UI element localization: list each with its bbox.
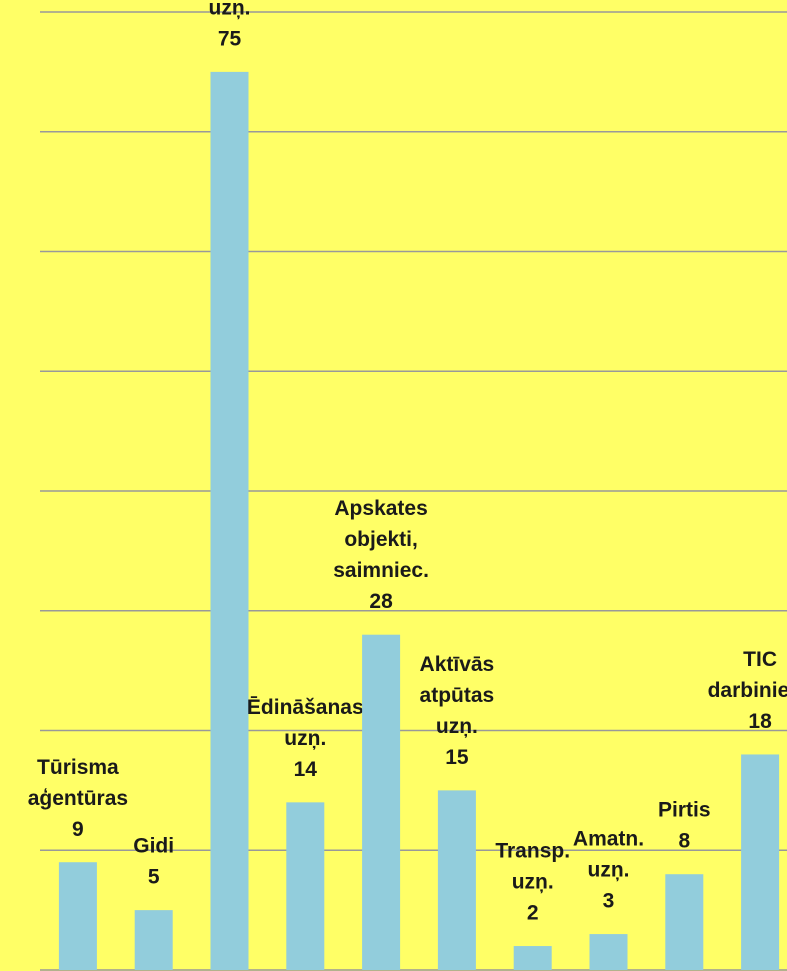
bar [741,754,780,970]
category-label: darbinieks [708,679,787,702]
category-label: uzņ. [588,859,630,882]
category-label: Aktīvās [420,653,495,676]
category-label: Gidi [133,835,174,858]
category-label: TIC [743,648,777,671]
bar [134,910,173,970]
value-label: 75 [218,27,242,50]
category-label: Pirtis [658,799,711,822]
bar [665,874,704,970]
category-label: aģentūras [28,787,128,810]
bar [513,946,552,970]
category-label: uzņ. [209,0,251,19]
category-label: Transp. [495,840,570,863]
category-label: Amatn. [573,828,644,851]
bar [362,634,401,970]
category-label: uzņ. [512,871,554,894]
value-label: 8 [678,830,690,853]
value-label: 3 [603,890,615,913]
bar [589,934,628,970]
category-label: uzņ. [436,715,478,738]
category-label: Tūrisma [37,756,119,779]
category-label: Ēdināšanas [247,696,364,719]
value-label: 18 [748,710,772,733]
value-label: 9 [72,818,84,841]
bar [210,71,249,970]
bar [286,802,325,970]
value-label: 14 [294,758,318,781]
value-label: 28 [369,590,393,613]
category-label: objekti, [344,528,418,551]
value-label: 2 [527,902,539,925]
category-label: uzņ. [284,727,326,750]
bar [58,862,97,970]
category-label: atpūtas [420,684,495,707]
value-label: 5 [148,866,160,889]
bar [437,790,476,970]
category-label: saimniec. [333,559,429,582]
category-label: Apskates [334,497,427,520]
value-label: 15 [445,746,469,769]
